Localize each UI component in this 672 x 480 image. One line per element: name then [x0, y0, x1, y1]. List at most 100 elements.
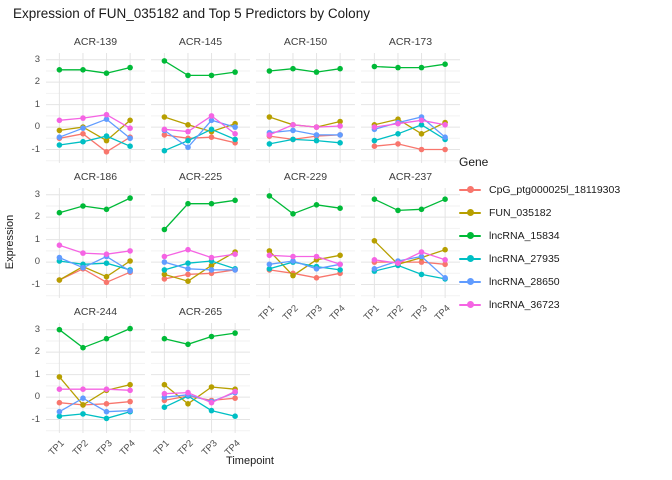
data-point — [442, 246, 448, 253]
x-tick-label: TP1 — [257, 303, 278, 324]
facet-title: ACR-139 — [73, 36, 118, 48]
series-line-lncRNA_15834 — [59, 328, 131, 349]
data-point — [232, 388, 238, 395]
data-point — [442, 146, 448, 153]
data-point — [103, 133, 110, 139]
y-tick-label: 0 — [34, 391, 40, 403]
data-point — [103, 408, 110, 415]
legend-key-dot — [466, 301, 474, 308]
data-point — [103, 137, 110, 144]
data-point — [56, 413, 63, 419]
series-line-lncRNA_28650 — [269, 129, 341, 136]
series-line-lncRNA_27935 — [59, 411, 131, 420]
series-line-FUN_035182 — [164, 116, 236, 133]
legend-key-icon — [459, 206, 481, 220]
data-point — [56, 142, 63, 148]
data-point — [103, 251, 110, 257]
data-point — [208, 262, 215, 269]
series-line-FUN_035182 — [164, 251, 236, 282]
data-point — [418, 117, 425, 124]
data-point — [56, 127, 63, 134]
facet-panel-ACR-186 — [46, 188, 145, 298]
data-point — [56, 374, 63, 380]
data-point — [442, 257, 448, 263]
data-point — [232, 124, 238, 130]
data-point — [418, 64, 425, 71]
x-tick-label: TP1 — [362, 303, 383, 324]
data-point — [232, 251, 238, 257]
series-line-lncRNA_36723 — [164, 115, 236, 135]
facet-title: ACR-225 — [178, 171, 223, 183]
data-point — [127, 268, 133, 274]
legend-key-dot — [466, 209, 474, 216]
data-point — [337, 261, 343, 268]
data-point — [103, 401, 110, 407]
data-point — [80, 250, 86, 256]
data-point — [56, 399, 63, 406]
data-point — [418, 271, 425, 278]
data-point — [103, 70, 110, 76]
data-point — [418, 259, 425, 265]
data-point — [232, 131, 238, 137]
data-point — [185, 246, 191, 253]
data-point — [127, 248, 133, 254]
data-point — [337, 65, 343, 72]
data-point — [161, 132, 168, 138]
data-point — [161, 147, 168, 154]
series-line-lncRNA_27935 — [374, 124, 446, 142]
series-line-lncRNA_28650 — [164, 261, 236, 271]
data-point — [208, 126, 215, 133]
legend-key-icon — [459, 252, 481, 266]
data-point — [161, 390, 168, 397]
data-point — [395, 207, 401, 214]
series-line-lncRNA_15834 — [374, 63, 446, 69]
data-point — [442, 275, 448, 281]
data-point — [208, 200, 215, 207]
data-point — [418, 122, 425, 128]
data-point — [56, 242, 63, 248]
data-point — [232, 330, 238, 336]
data-point — [103, 415, 110, 422]
legend-key-dot — [466, 232, 474, 239]
legend-key-icon — [459, 229, 481, 243]
data-point — [232, 395, 238, 401]
data-point — [80, 138, 86, 145]
data-point — [161, 381, 168, 388]
legend-item: FUN_035182 — [459, 201, 620, 224]
facet-title: ACR-265 — [178, 306, 223, 318]
data-point — [418, 206, 425, 213]
data-point — [313, 253, 320, 260]
series-line-CpG_ptg000025l_18119303 — [164, 134, 236, 144]
x-tick-label: TP2 — [385, 303, 406, 324]
data-point — [80, 131, 86, 137]
data-point — [371, 143, 378, 149]
data-point — [103, 111, 110, 118]
data-point — [56, 134, 63, 140]
data-point — [185, 278, 191, 284]
data-point — [337, 205, 343, 211]
data-point — [80, 203, 86, 209]
data-point — [185, 389, 191, 396]
data-point — [337, 252, 343, 259]
y-tick-label: 3 — [34, 323, 40, 335]
data-point — [418, 146, 425, 153]
legend-item: CpG_ptg000025l_18119303 — [459, 178, 620, 201]
series-line-lncRNA_15834 — [163, 199, 236, 230]
y-tick-label: 0 — [34, 256, 40, 268]
series-line-CpG_ptg000025l_18119303 — [59, 268, 131, 284]
facet-title: ACR-173 — [388, 36, 433, 48]
data-point — [103, 149, 110, 155]
facet-panel-ACR-145 — [151, 53, 250, 163]
data-point — [313, 69, 320, 75]
data-point — [442, 61, 448, 67]
data-point — [161, 335, 168, 342]
data-point — [337, 132, 343, 138]
data-point — [185, 271, 191, 278]
legend-key-icon — [459, 298, 481, 312]
series-line-lncRNA_15834 — [269, 68, 341, 73]
series-line-FUN_035182 — [58, 376, 131, 406]
legend: Gene CpG_ptg000025l_18119303 FUN_035182 ln… — [459, 155, 620, 316]
data-point — [232, 267, 238, 273]
data-point — [313, 137, 320, 144]
series-line-lncRNA_27935 — [164, 128, 236, 152]
